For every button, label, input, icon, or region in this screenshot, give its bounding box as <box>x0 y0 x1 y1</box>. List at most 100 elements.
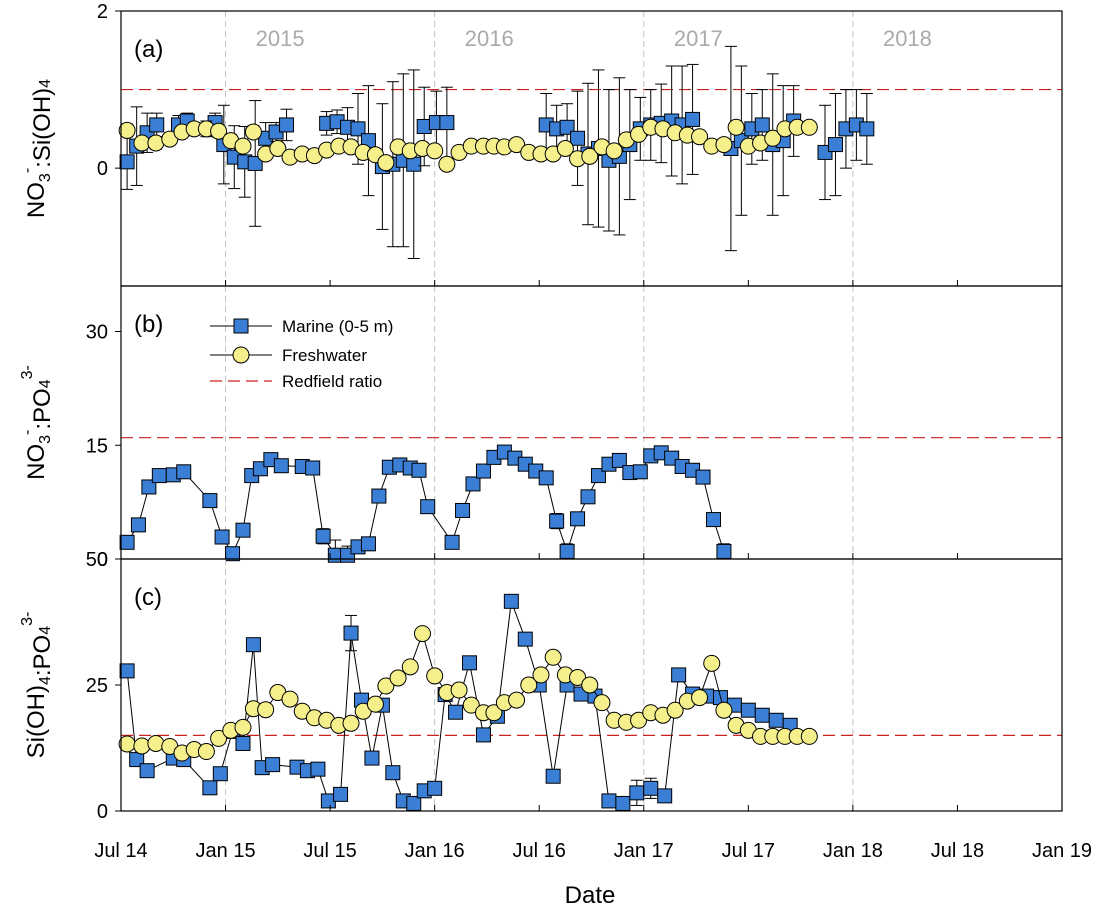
y-axis-label-part: 3- <box>19 365 36 379</box>
marine-point <box>310 761 326 777</box>
marine-point <box>273 458 289 474</box>
marine-point <box>130 517 146 533</box>
freshwater-point <box>593 694 611 712</box>
y-tick-label: 0 <box>97 801 108 823</box>
freshwater-point <box>118 121 136 139</box>
y-tick-label: 25 <box>86 675 108 697</box>
freshwater-point <box>450 681 468 699</box>
marine-point <box>545 768 561 784</box>
marine-point <box>444 534 460 550</box>
marine-point <box>601 793 617 809</box>
freshwater-point <box>413 625 431 643</box>
marine-point <box>149 117 165 133</box>
legend-label: Marine (0-5 m) <box>282 317 393 336</box>
marine-point <box>559 543 575 559</box>
legend-fresh-marker <box>232 346 250 364</box>
marine-point <box>371 488 387 504</box>
marine-point <box>455 502 471 518</box>
marine-point <box>350 121 366 137</box>
marine-point <box>247 155 263 171</box>
y-axis-label-part: 3 <box>37 173 54 182</box>
marine-point <box>580 489 596 505</box>
freshwater-point <box>800 727 818 745</box>
panel-label: (b) <box>134 311 163 338</box>
marine-point <box>279 117 295 133</box>
marine-point <box>406 156 422 172</box>
marine-point <box>439 115 455 131</box>
freshwater-series <box>118 625 818 762</box>
freshwater-point <box>556 140 574 157</box>
marine-point <box>315 528 331 544</box>
freshwater-point <box>508 136 526 154</box>
marine-point <box>615 795 631 811</box>
freshwater-point <box>197 743 215 761</box>
marine-point <box>559 119 575 135</box>
freshwater-point <box>569 668 587 686</box>
freshwater-point <box>715 701 733 719</box>
freshwater-point <box>401 658 419 676</box>
year-label: 2015 <box>256 26 305 51</box>
marine-point <box>119 534 135 550</box>
legend-label: Redfield ratio <box>282 372 382 391</box>
y-axis-label-part: :PO <box>29 388 56 429</box>
freshwater-point <box>269 140 287 157</box>
marine-point <box>235 735 251 751</box>
freshwater-point <box>257 701 275 719</box>
marine-point <box>503 593 519 609</box>
marine-point <box>716 543 732 559</box>
marine-point <box>333 786 349 802</box>
freshwater-point <box>377 154 395 172</box>
marine-series <box>119 593 798 811</box>
marine-point <box>462 655 478 671</box>
freshwater-point <box>666 701 684 719</box>
x-tick-label: Jan 18 <box>823 840 883 862</box>
y-axis-label-part: 4 <box>37 79 54 88</box>
marine-point <box>119 663 135 679</box>
freshwater-point <box>438 155 456 173</box>
marine-point <box>475 463 491 479</box>
freshwater-point <box>147 134 165 152</box>
marine-point <box>141 479 157 495</box>
marine-point <box>465 476 481 492</box>
marine-point <box>360 536 376 552</box>
y-axis-label: NO3-:Si(OH)4 <box>19 79 56 218</box>
y-tick-label: 0 <box>97 158 108 180</box>
freshwater-point <box>508 691 526 709</box>
freshwater-point <box>485 704 503 722</box>
freshwater-point <box>630 711 648 729</box>
y-axis-label-part: 3 <box>37 435 54 444</box>
marine-point <box>305 460 321 476</box>
marine-point <box>202 780 218 796</box>
freshwater-point <box>281 690 299 708</box>
year-label: 2017 <box>674 26 723 51</box>
freshwater-point <box>544 648 562 666</box>
y-axis-label-part: NO <box>23 182 50 218</box>
marine-point <box>827 137 843 153</box>
marine-point <box>632 464 648 480</box>
chart-panel-1: 2015 2016 2017 2018 0 2 (a) NO3-:Si(OH)4 <box>19 1 1063 287</box>
y-axis-label-part: - <box>19 168 36 173</box>
marine-point <box>139 763 155 779</box>
marine-point <box>343 625 359 641</box>
x-tick-label: Jan 16 <box>405 840 465 862</box>
freshwater-point <box>234 137 252 155</box>
marine-point <box>570 130 586 146</box>
freshwater-point <box>244 123 262 141</box>
marine-point <box>406 795 422 811</box>
marine-point <box>265 757 281 773</box>
freshwater-point <box>532 666 550 684</box>
marine-point <box>754 117 770 133</box>
freshwater-point <box>581 676 599 694</box>
marine-point <box>151 468 167 484</box>
marine-point <box>235 522 251 538</box>
marine-point <box>671 667 687 683</box>
y-tick-label: 15 <box>86 435 108 457</box>
x-tick-label: Jan 15 <box>196 840 256 862</box>
marine-point <box>364 750 380 766</box>
freshwater-point <box>210 122 228 140</box>
freshwater-point <box>147 734 165 752</box>
marine-point <box>643 780 659 796</box>
